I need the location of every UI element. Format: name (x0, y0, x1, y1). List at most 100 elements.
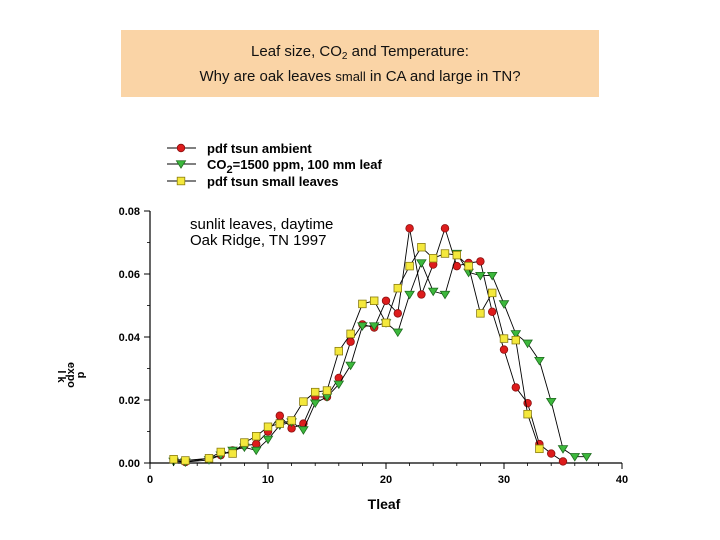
data-point (299, 397, 308, 406)
data-point (558, 457, 568, 466)
series-layer (168, 224, 592, 467)
data-point (393, 283, 402, 293)
data-point (250, 446, 262, 456)
y-axis-label: dexpo l k (55, 362, 87, 388)
data-point (428, 254, 438, 263)
x-tick-label: 30 (498, 474, 510, 486)
data-point (346, 329, 355, 339)
data-point (547, 449, 556, 458)
legend-entry-2: CO2=1500 ppm, 100 mm leaf (167, 157, 383, 176)
legend-label-subscript: 2 (227, 164, 233, 176)
x-tick-label: 40 (616, 474, 628, 486)
data-point (404, 290, 415, 300)
data-point (557, 445, 569, 454)
data-point (534, 357, 545, 366)
data-point (262, 435, 274, 445)
data-point (523, 409, 532, 419)
data-point (476, 257, 485, 266)
data-point (405, 261, 414, 271)
data-point (216, 447, 225, 457)
data-point (369, 296, 379, 305)
legend-label: CO2=1500 ppm, 100 mm leaf (207, 157, 383, 176)
legend-label: pdf tsun ambient (207, 141, 312, 156)
data-point (310, 387, 320, 397)
title-line-1-text: Leaf size, CO (251, 43, 342, 60)
series-1 (169, 224, 568, 467)
annotation-line-1: sunlit leaves, daytime (190, 216, 333, 233)
data-point (252, 439, 261, 449)
data-point (523, 398, 532, 408)
data-point (487, 288, 497, 298)
slide-title: Leaf size, CO2 and Temperature: Why are … (121, 30, 599, 97)
data-point (476, 309, 485, 318)
y-axis-label-line: l k (55, 367, 67, 383)
data-point (251, 432, 261, 441)
data-point (511, 383, 520, 392)
annotation-line-2: Oak Ridge, TN 1997 (190, 232, 326, 249)
data-point (488, 307, 497, 316)
data-point (176, 176, 186, 186)
y-tick-label: 0.02 (119, 395, 140, 407)
title-line-2: Why are oak leaves small in CA and large… (121, 67, 599, 87)
data-point (475, 271, 486, 281)
data-point (368, 322, 380, 331)
legend-entry-1: pdf tsun ambient (167, 141, 312, 156)
y-tick-label: 0.04 (119, 332, 141, 344)
data-point (309, 399, 321, 409)
y-tick-label: 0.00 (119, 458, 140, 470)
data-point (228, 449, 237, 458)
y-tick-label: 0.06 (119, 269, 140, 281)
data-point (393, 309, 402, 318)
data-point (499, 345, 509, 354)
data-point (298, 426, 309, 435)
data-point (175, 160, 187, 169)
data-point (581, 453, 592, 462)
data-point (464, 261, 473, 271)
title-line-2-tail: in CA and large in TN? (365, 68, 521, 85)
data-point (169, 455, 178, 464)
series-line (173, 252, 587, 463)
x-tick-label: 0 (147, 474, 153, 486)
data-point (522, 339, 533, 349)
data-point (357, 322, 368, 331)
y-tick-label: 0.08 (119, 206, 140, 218)
data-point (346, 337, 355, 346)
data-point (405, 224, 414, 233)
legend-label-part: =1500 ppm, 100 mm leaf (233, 157, 383, 172)
data-point (287, 416, 296, 425)
data-point (381, 296, 391, 305)
data-point (417, 243, 426, 252)
data-point (498, 300, 510, 309)
data-point (263, 422, 273, 431)
legend-entry-3: pdf tsun small leaves (167, 174, 339, 189)
data-point (334, 346, 343, 356)
data-point (333, 380, 345, 390)
data-point (176, 143, 186, 153)
data-point (345, 361, 356, 371)
data-point (275, 411, 284, 420)
data-point (486, 271, 498, 281)
data-point (240, 438, 249, 447)
data-point (439, 290, 451, 300)
y-axis-label-line: d (75, 372, 87, 379)
legend-label-part: CO (207, 157, 227, 172)
title-small-word: small (335, 69, 366, 84)
data-point (569, 453, 581, 462)
title-line-2-text: Why are oak leaves (199, 68, 336, 85)
title-line-1: Leaf size, CO2 and Temperature: (121, 42, 599, 67)
data-point (204, 454, 214, 463)
data-point (452, 250, 461, 260)
data-point (416, 259, 427, 268)
data-point (440, 224, 450, 233)
data-point (427, 287, 439, 297)
data-point (417, 290, 426, 299)
data-point (275, 419, 284, 428)
data-point (511, 335, 520, 345)
data-point (440, 249, 450, 258)
data-point (392, 328, 404, 338)
title-line-1-tail: and Temperature: (347, 43, 469, 60)
data-point (545, 397, 557, 407)
legend-label: pdf tsun small leaves (207, 174, 339, 189)
